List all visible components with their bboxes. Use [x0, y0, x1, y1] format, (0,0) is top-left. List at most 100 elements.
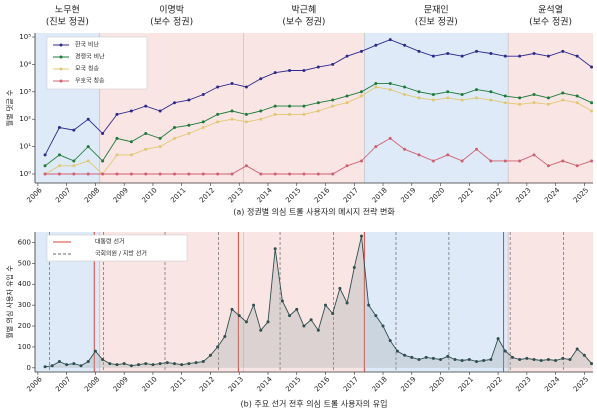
- point: [475, 49, 479, 53]
- era-band: [243, 232, 365, 372]
- point: [367, 303, 371, 307]
- point: [503, 54, 507, 58]
- point: [57, 153, 61, 157]
- point: [324, 303, 328, 307]
- point: [43, 153, 47, 157]
- x-tick-label: 2016: [313, 186, 332, 205]
- point: [475, 360, 479, 364]
- point: [331, 172, 335, 176]
- point: [173, 362, 176, 366]
- point: [590, 109, 594, 113]
- point: [165, 361, 169, 365]
- point: [194, 361, 198, 365]
- point: [288, 172, 292, 176]
- y-tick-label: 0: [27, 364, 31, 372]
- x-tick-label: 2008: [83, 186, 101, 204]
- point: [201, 172, 205, 176]
- x-tick-label: 2009: [112, 375, 130, 393]
- y-tick-label: 10⁰: [19, 170, 31, 178]
- point: [108, 362, 112, 366]
- era-party: (보수 정권): [529, 16, 572, 28]
- point: [590, 159, 594, 163]
- point: [115, 112, 119, 116]
- x-tick-label: 2020: [428, 375, 446, 393]
- point: [460, 359, 464, 363]
- point: [259, 109, 263, 113]
- point: [72, 128, 76, 132]
- point: [460, 54, 464, 58]
- x-tick-label: 2024: [543, 375, 562, 394]
- point: [57, 360, 61, 364]
- x-tick-label: 2017: [342, 375, 360, 393]
- point: [187, 123, 191, 127]
- point: [403, 92, 407, 96]
- legend-marker: [59, 55, 63, 59]
- y-tick-label: 10²: [19, 115, 31, 123]
- point: [173, 172, 176, 176]
- point: [144, 132, 148, 136]
- point: [410, 355, 414, 359]
- point: [345, 101, 349, 105]
- point: [546, 54, 550, 58]
- point: [417, 90, 421, 94]
- legend-label: 우호국 칭송: [75, 77, 105, 85]
- point: [273, 71, 277, 75]
- point: [388, 82, 392, 86]
- legend-box: [46, 36, 148, 90]
- point: [129, 172, 133, 176]
- point: [359, 159, 363, 163]
- point: [208, 353, 212, 357]
- point: [288, 314, 292, 318]
- point: [244, 85, 248, 89]
- y-tick-label: 400: [18, 280, 31, 288]
- x-tick-label: 2010: [140, 375, 158, 393]
- point: [374, 85, 378, 89]
- point: [489, 98, 493, 102]
- point: [489, 52, 493, 56]
- point: [331, 311, 335, 315]
- x-tick-label: 2024: [543, 186, 562, 205]
- point: [144, 104, 148, 108]
- era-party: (보수 정권): [282, 16, 325, 28]
- caption: (a) 정권별 의심 트롤 사용자의 메시지 전략 변화: [233, 207, 395, 217]
- point: [302, 172, 306, 176]
- point: [561, 356, 565, 360]
- point: [72, 159, 76, 163]
- x-tick-label: 2007: [54, 186, 72, 204]
- era-name: 이명박: [159, 5, 184, 16]
- y-tick-label: 100: [18, 343, 31, 351]
- x-tick-label: 2010: [140, 186, 158, 204]
- point: [403, 85, 407, 89]
- point: [316, 65, 320, 69]
- x-tick-label: 2021: [457, 186, 475, 204]
- point: [431, 98, 435, 102]
- point: [288, 112, 292, 116]
- point: [244, 120, 248, 124]
- point: [280, 299, 284, 303]
- point: [129, 140, 133, 144]
- point: [575, 54, 579, 58]
- caption: (b) 주요 선거 전후 의심 트롤 사용자의 유입: [241, 399, 388, 409]
- point: [503, 159, 507, 163]
- point: [230, 307, 234, 311]
- x-tick-label: 2009: [112, 186, 130, 204]
- point: [503, 101, 507, 105]
- x-tick-label: 2013: [227, 375, 245, 393]
- legend-label: 대통령 선거: [95, 238, 125, 246]
- point: [50, 364, 54, 368]
- point: [345, 164, 349, 168]
- point: [216, 85, 220, 89]
- x-tick-label: 2011: [169, 186, 187, 204]
- point: [216, 120, 220, 124]
- point: [316, 101, 320, 105]
- y-tick-label: 10¹: [19, 143, 31, 151]
- point: [561, 49, 565, 53]
- point: [359, 234, 363, 238]
- point: [158, 172, 162, 176]
- point: [446, 354, 450, 358]
- point: [352, 266, 356, 270]
- legend-marker: [59, 79, 63, 83]
- point: [187, 98, 191, 102]
- y-tick-label: 600: [18, 238, 31, 246]
- point: [144, 147, 148, 151]
